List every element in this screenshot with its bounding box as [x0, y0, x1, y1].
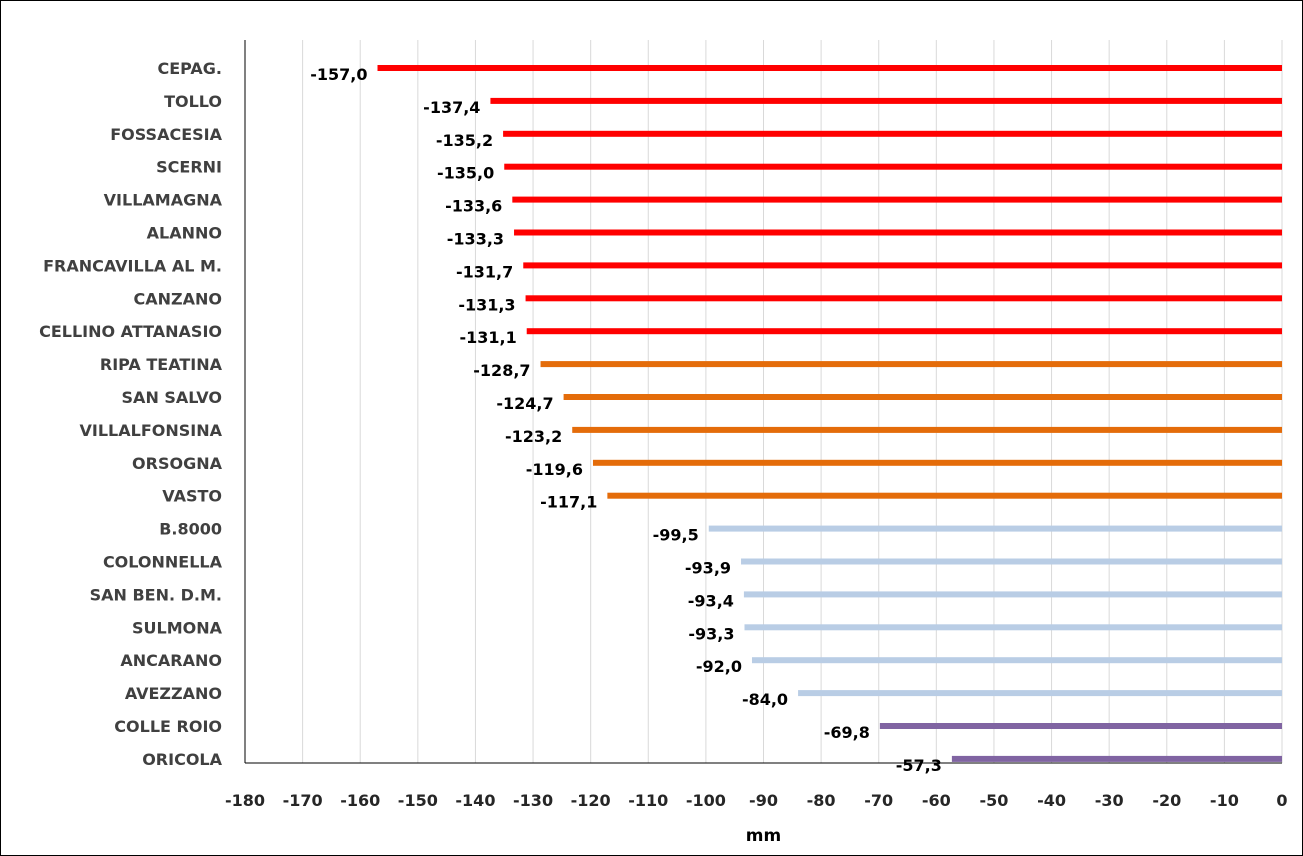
- x-tick-label: -90: [749, 791, 778, 810]
- bar: [514, 229, 1282, 236]
- value-label: -131,7: [456, 262, 513, 281]
- category-label: SULMONA: [132, 618, 223, 637]
- x-tick-label: -150: [398, 791, 438, 810]
- x-tick-label: -60: [922, 791, 951, 810]
- bar: [503, 130, 1282, 137]
- value-label: -133,3: [447, 230, 504, 249]
- category-labels: CEPAG. TOLLO FOSSACESIA SCERNI VILLAMAGNA ALA…: [39, 59, 223, 769]
- category-label: ORSOGNA: [132, 454, 223, 473]
- category-label: RIPA TEATINA: [100, 355, 223, 374]
- x-tick-label: -160: [340, 791, 380, 810]
- x-tick-label: -80: [807, 791, 836, 810]
- x-tick-label: -20: [1152, 791, 1181, 810]
- bars: [377, 65, 1282, 762]
- value-label: -93,3: [688, 624, 734, 643]
- value-labels: -157,0 -137,4 -135,2 -135,0 -133,6 -133,3 -131…: [310, 65, 942, 775]
- value-label: -135,2: [436, 131, 493, 150]
- value-label: -99,5: [653, 526, 699, 545]
- bar: [523, 262, 1282, 269]
- bar: [744, 624, 1282, 631]
- bar: [607, 492, 1282, 499]
- value-label: -84,0: [742, 690, 788, 709]
- category-label: ORICOLA: [142, 750, 222, 769]
- value-label: -93,4: [688, 591, 734, 610]
- x-tick-label: -110: [628, 791, 668, 810]
- value-label: -57,3: [896, 756, 942, 775]
- value-label: -124,7: [496, 394, 553, 413]
- value-label: -133,6: [445, 197, 502, 216]
- x-tick-label: -70: [864, 791, 893, 810]
- value-label: -137,4: [423, 98, 480, 117]
- x-tick-label: -30: [1095, 791, 1124, 810]
- bar: [879, 723, 1282, 729]
- bar: [490, 97, 1282, 104]
- bar: [798, 690, 1282, 697]
- bar: [512, 196, 1282, 203]
- value-label: -119,6: [526, 460, 583, 479]
- category-label: CELLINO ATTANASIO: [39, 322, 222, 341]
- value-label: -69,8: [824, 723, 870, 742]
- category-label: ANCARANO: [120, 651, 222, 670]
- category-label: COLLE ROIO: [114, 717, 222, 736]
- value-label: -131,1: [459, 328, 516, 347]
- category-label: ALANNO: [147, 224, 222, 243]
- x-tick-labels: -180 -170 -160 -150 -140 -130 -120 -110 -100 -90-…: [225, 791, 1288, 810]
- category-label: SAN SALVO: [122, 388, 222, 407]
- value-label: -157,0: [310, 65, 367, 84]
- value-label: -128,7: [473, 361, 530, 380]
- bar: [572, 426, 1282, 433]
- category-label: FOSSACESIA: [110, 125, 222, 144]
- x-tick-label: -50: [979, 791, 1008, 810]
- bar: [951, 755, 1282, 762]
- x-axis-label: mm: [746, 826, 781, 846]
- category-label: AVEZZANO: [125, 684, 222, 703]
- bar: [563, 394, 1282, 400]
- x-tick-label: -100: [686, 791, 726, 810]
- x-tick-label: -140: [455, 791, 495, 810]
- value-label: -93,9: [685, 559, 731, 578]
- bar: [741, 558, 1282, 565]
- value-label: -117,1: [540, 493, 597, 512]
- value-label: -123,2: [505, 427, 562, 446]
- bar: [743, 591, 1282, 598]
- category-label: FRANCAVILLA AL M.: [43, 256, 222, 275]
- x-tick-label: 0: [1276, 791, 1287, 810]
- gridlines: [302, 40, 1283, 763]
- bar: [708, 525, 1282, 532]
- bar: [592, 459, 1282, 466]
- value-label: -131,3: [458, 295, 515, 314]
- bar: [377, 65, 1282, 71]
- category-label: CEPAG.: [157, 59, 222, 78]
- x-tick-label: -180: [225, 791, 265, 810]
- category-label: CANZANO: [134, 289, 223, 308]
- x-tick-label: -130: [513, 791, 553, 810]
- x-tick-label: -170: [283, 791, 323, 810]
- category-label: VASTO: [162, 487, 222, 506]
- bar: [526, 328, 1282, 335]
- category-label: SAN BEN. D.M.: [90, 585, 222, 604]
- x-tick-label: -120: [571, 791, 611, 810]
- bar: [504, 163, 1282, 170]
- value-label: -135,0: [437, 164, 494, 183]
- category-label: COLONNELLA: [103, 553, 223, 572]
- category-label: TOLLO: [164, 92, 222, 111]
- bar: [525, 295, 1282, 302]
- bar: [540, 361, 1282, 368]
- x-tick-label: -10: [1210, 791, 1239, 810]
- x-tick-label: -40: [1037, 791, 1066, 810]
- value-label: -92,0: [696, 657, 742, 676]
- bar: [751, 657, 1282, 664]
- category-label: VILLALFONSINA: [80, 421, 223, 440]
- category-label: B.8000: [159, 520, 222, 539]
- category-label: VILLAMAGNA: [104, 191, 223, 210]
- category-label: SCERNI: [156, 158, 222, 177]
